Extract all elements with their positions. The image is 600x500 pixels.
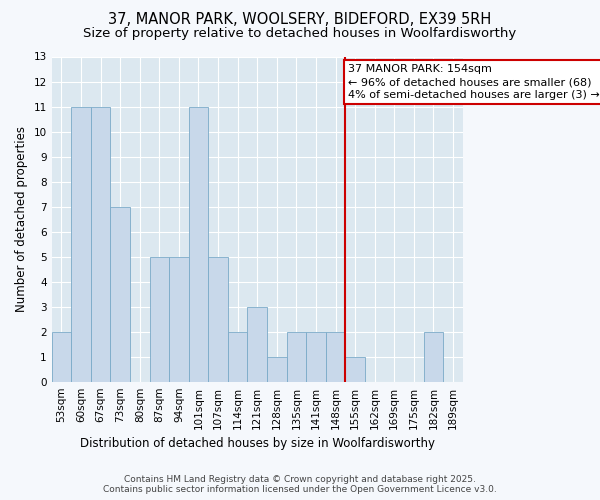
Bar	[208, 256, 228, 382]
X-axis label: Distribution of detached houses by size in Woolfardisworthy: Distribution of detached houses by size …	[80, 437, 435, 450]
Bar	[71, 106, 91, 382]
Text: 37, MANOR PARK, WOOLSERY, BIDEFORD, EX39 5RH: 37, MANOR PARK, WOOLSERY, BIDEFORD, EX39…	[109, 12, 491, 28]
Bar	[346, 356, 365, 382]
Bar	[228, 332, 247, 382]
Bar	[110, 206, 130, 382]
Text: Size of property relative to detached houses in Woolfardisworthy: Size of property relative to detached ho…	[83, 28, 517, 40]
Text: 37 MANOR PARK: 154sqm
← 96% of detached houses are smaller (68)
4% of semi-detac: 37 MANOR PARK: 154sqm ← 96% of detached …	[348, 64, 600, 100]
Bar	[267, 356, 287, 382]
Bar	[189, 106, 208, 382]
Bar	[169, 256, 189, 382]
Y-axis label: Number of detached properties: Number of detached properties	[15, 126, 28, 312]
Bar	[149, 256, 169, 382]
Bar	[287, 332, 306, 382]
Bar	[424, 332, 443, 382]
Bar	[247, 306, 267, 382]
Text: Contains HM Land Registry data © Crown copyright and database right 2025.
Contai: Contains HM Land Registry data © Crown c…	[103, 474, 497, 494]
Bar	[91, 106, 110, 382]
Bar	[52, 332, 71, 382]
Bar	[326, 332, 346, 382]
Bar	[306, 332, 326, 382]
